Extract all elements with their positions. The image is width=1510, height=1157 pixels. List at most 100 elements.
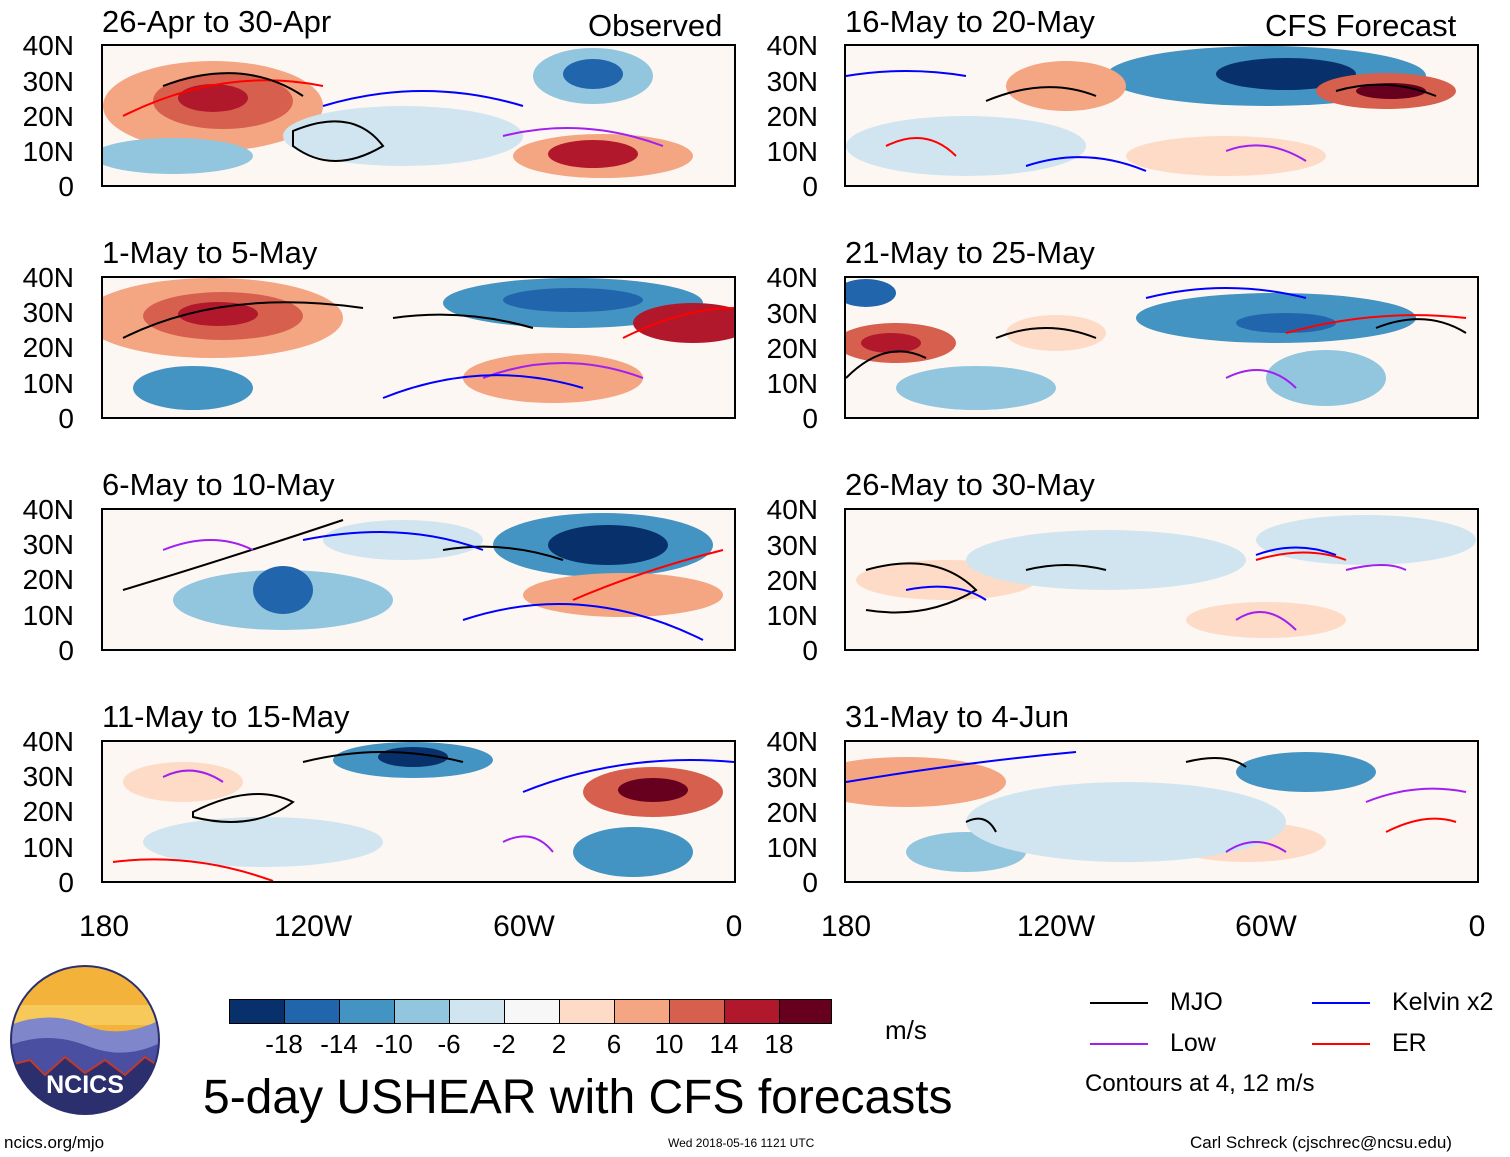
observed-label: Observed xyxy=(588,8,723,43)
colorbar-swatch xyxy=(669,999,725,1024)
lat-tick: 20N xyxy=(22,101,74,132)
lat-tick: 30N xyxy=(766,530,818,561)
colorbar-label: 2 xyxy=(551,1029,567,1059)
legend-label-mjo: MJO xyxy=(1170,988,1223,1016)
lat-tick: 20N xyxy=(766,565,818,596)
legend-label-low: Low xyxy=(1170,1029,1216,1057)
colorbar-swatch xyxy=(559,999,615,1024)
panel-title-8: 31-May to 4-Jun xyxy=(845,699,1069,734)
colorbar-swatch xyxy=(339,999,395,1024)
lat-tick: 30N xyxy=(22,66,74,97)
lon-tick: 120W xyxy=(273,910,353,943)
lat-tick: 40N xyxy=(766,262,818,293)
lat-tick: 40N xyxy=(22,726,74,757)
colorbar-label: -10 xyxy=(375,1029,413,1059)
legend-line-kelvin xyxy=(1312,1002,1370,1004)
colorbar-swatch xyxy=(724,999,780,1024)
colorbar-label: -6 xyxy=(437,1029,461,1059)
colorbar-swatch xyxy=(614,999,670,1024)
forecast-label: CFS Forecast xyxy=(1265,8,1457,43)
panel-title-1: 26-Apr to 30-Apr xyxy=(102,4,332,39)
lat-tick: 0 xyxy=(58,403,74,434)
main-title: 5-day USHEAR with CFS forecasts xyxy=(203,1071,953,1124)
lat-tick: 20N xyxy=(22,564,74,595)
colorbar-swatch xyxy=(229,999,285,1024)
panel-title-2: 1-May to 5-May xyxy=(102,235,318,270)
map-panel-1 xyxy=(101,44,736,187)
lat-tick: 0 xyxy=(58,635,74,666)
lon-tick: 120W xyxy=(1016,910,1096,943)
footer-author: Carl Schreck (cjschrec@ncsu.edu) xyxy=(1190,1133,1452,1152)
panel-title-4: 11-May to 15-May xyxy=(102,699,350,734)
colorbar-swatch xyxy=(284,999,340,1024)
lat-tick: 0 xyxy=(802,867,818,898)
colorbar-units: m/s xyxy=(885,1015,927,1045)
lon-tick: 60W xyxy=(493,910,555,943)
lat-tick: 20N xyxy=(22,332,74,363)
lon-tick: 0 xyxy=(1468,910,1486,943)
lat-tick: 0 xyxy=(802,635,818,666)
footer-site: ncics.org/mjo xyxy=(4,1133,105,1152)
colorbar-label: 10 xyxy=(654,1029,684,1059)
map-panel-8 xyxy=(844,740,1479,883)
lat-tick: 0 xyxy=(58,171,74,202)
lat-tick: 0 xyxy=(802,403,818,434)
panel-title-5: 16-May to 20-May xyxy=(845,4,1095,39)
colorbar-label: -18 xyxy=(265,1029,303,1059)
map-panel-5 xyxy=(844,44,1479,187)
colorbar-swatch xyxy=(504,999,560,1024)
lat-tick: 30N xyxy=(766,66,818,97)
lat-tick: 20N xyxy=(766,797,818,828)
legend-line-mjo xyxy=(1090,1002,1148,1004)
colorbar-label: 18 xyxy=(764,1029,794,1059)
lat-tick: 40N xyxy=(22,262,74,293)
legend-label-kelvin: Kelvin x2 xyxy=(1392,988,1494,1016)
panel-title-7: 26-May to 30-May xyxy=(845,467,1095,502)
lat-tick: 0 xyxy=(58,867,74,898)
map-panel-6 xyxy=(844,276,1479,419)
lat-tick: 10N xyxy=(22,368,74,399)
lat-tick: 10N xyxy=(766,136,818,167)
logo-text: NCICS xyxy=(46,1071,124,1099)
ncics-logo: NCICS xyxy=(10,965,160,1115)
lat-tick: 30N xyxy=(22,297,74,328)
panel-title-6: 21-May to 25-May xyxy=(845,235,1095,270)
lat-tick: 40N xyxy=(766,726,818,757)
lat-tick: 40N xyxy=(22,494,74,525)
lon-tick: 0 xyxy=(725,910,743,943)
map-panel-2 xyxy=(101,276,736,419)
lat-tick: 10N xyxy=(766,832,818,863)
lat-tick: 40N xyxy=(22,30,74,61)
colorbar-label: -2 xyxy=(492,1029,516,1059)
panel-title-3: 6-May to 10-May xyxy=(102,467,335,502)
colorbar-label: 6 xyxy=(606,1029,622,1059)
lat-tick: 30N xyxy=(22,761,74,792)
lat-tick: 20N xyxy=(766,101,818,132)
lat-tick: 20N xyxy=(22,796,74,827)
contour-note: Contours at 4, 12 m/s xyxy=(1085,1070,1315,1097)
lat-tick: 40N xyxy=(766,494,818,525)
colorbar-swatch xyxy=(394,999,450,1024)
lat-tick: 10N xyxy=(22,832,74,863)
lon-tick: 60W xyxy=(1235,910,1297,943)
lat-tick: 30N xyxy=(22,529,74,560)
lat-tick: 10N xyxy=(766,600,818,631)
lat-tick: 40N xyxy=(766,30,818,61)
lat-tick: 30N xyxy=(766,762,818,793)
legend-label-er: ER xyxy=(1392,1029,1427,1057)
lon-tick: 180 xyxy=(78,910,130,943)
lat-tick: 30N xyxy=(766,298,818,329)
lat-tick: 10N xyxy=(766,368,818,399)
colorbar-label: -14 xyxy=(320,1029,358,1059)
lat-tick: 10N xyxy=(22,600,74,631)
colorbar-swatch xyxy=(449,999,505,1024)
legend-line-low xyxy=(1090,1043,1148,1045)
colorbar-swatch xyxy=(779,999,832,1024)
legend-line-er xyxy=(1312,1043,1370,1045)
lon-tick: 180 xyxy=(820,910,872,943)
lat-tick: 0 xyxy=(802,171,818,202)
map-panel-4 xyxy=(101,740,736,883)
footer-timestamp: Wed 2018-05-16 1121 UTC xyxy=(668,1136,815,1150)
map-panel-3 xyxy=(101,508,736,651)
lat-tick: 20N xyxy=(766,333,818,364)
